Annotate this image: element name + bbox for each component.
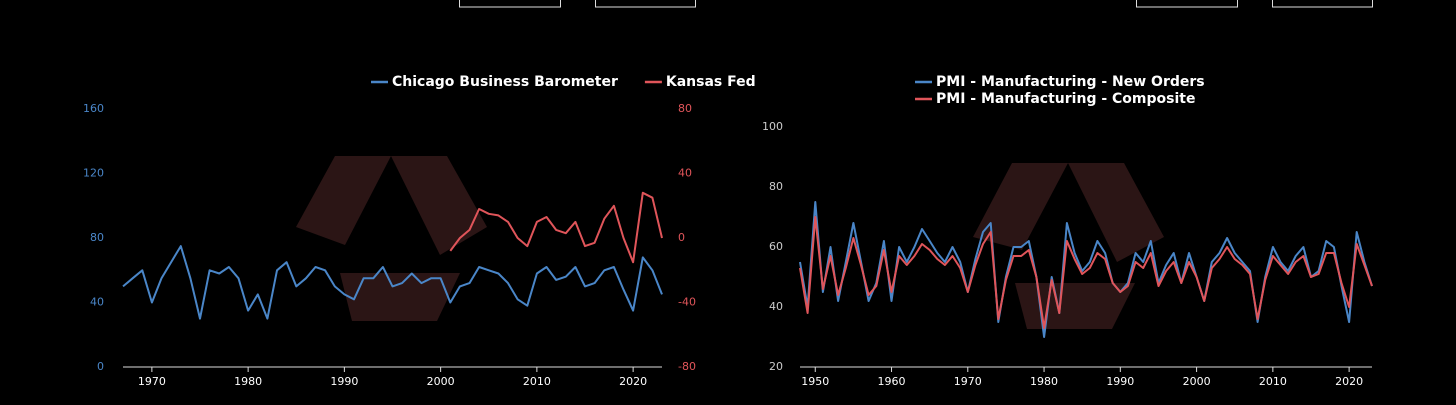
y-tick-label: 60 (769, 240, 783, 253)
y2-tick-label: 0 (678, 231, 685, 244)
x-tick-label: 2000 (427, 375, 455, 388)
series-line (799, 216, 1373, 329)
x-tick-label: 2020 (1335, 375, 1363, 388)
y-tick-label: 120 (83, 167, 104, 180)
y2-tick-label: -40 (678, 296, 696, 309)
button[interactable] (595, 0, 696, 8)
x-tick-label: 2010 (523, 375, 551, 388)
x-tick-label: 1950 (801, 375, 829, 388)
y2-tick-label: -80 (678, 360, 696, 373)
series-line (449, 191, 663, 264)
x-tick-label: 1980 (1030, 375, 1058, 388)
y-tick-label: 40 (769, 300, 783, 313)
y-tick-label: 80 (90, 231, 104, 244)
y2-tick-label: 40 (678, 167, 692, 180)
y-tick-label: 100 (762, 120, 783, 133)
legend-label[interactable]: Chicago Business Barometer (392, 74, 618, 90)
x-tick-label: 2010 (1259, 375, 1287, 388)
legend-label[interactable]: PMI - Manufacturing - New Orders (936, 74, 1205, 90)
x-tick-label: 1980 (234, 375, 262, 388)
y-tick-label: 80 (769, 180, 783, 193)
watermark (296, 156, 1164, 329)
x-tick-label: 2000 (1183, 375, 1211, 388)
x-tick-label: 2020 (619, 375, 647, 388)
button[interactable] (459, 0, 561, 8)
x-tick-label: 1990 (1106, 375, 1134, 388)
legend-label[interactable]: Kansas Fed (666, 74, 756, 90)
x-tick-label: 1960 (878, 375, 906, 388)
series-line (122, 245, 663, 320)
top-buttons (459, 0, 1373, 8)
y-tick-label: 20 (769, 360, 783, 373)
y2-tick-label: 80 (678, 102, 692, 115)
y-tick-label: 160 (83, 102, 104, 115)
legend-label[interactable]: PMI - Manufacturing - Composite (936, 91, 1195, 107)
button[interactable] (1272, 0, 1373, 8)
y-tick-label: 40 (90, 296, 104, 309)
x-tick-label: 1990 (330, 375, 358, 388)
y-tick-label: 0 (97, 360, 104, 373)
x-tick-label: 1970 (954, 375, 982, 388)
button[interactable] (1136, 0, 1238, 8)
x-tick-label: 1970 (138, 375, 166, 388)
